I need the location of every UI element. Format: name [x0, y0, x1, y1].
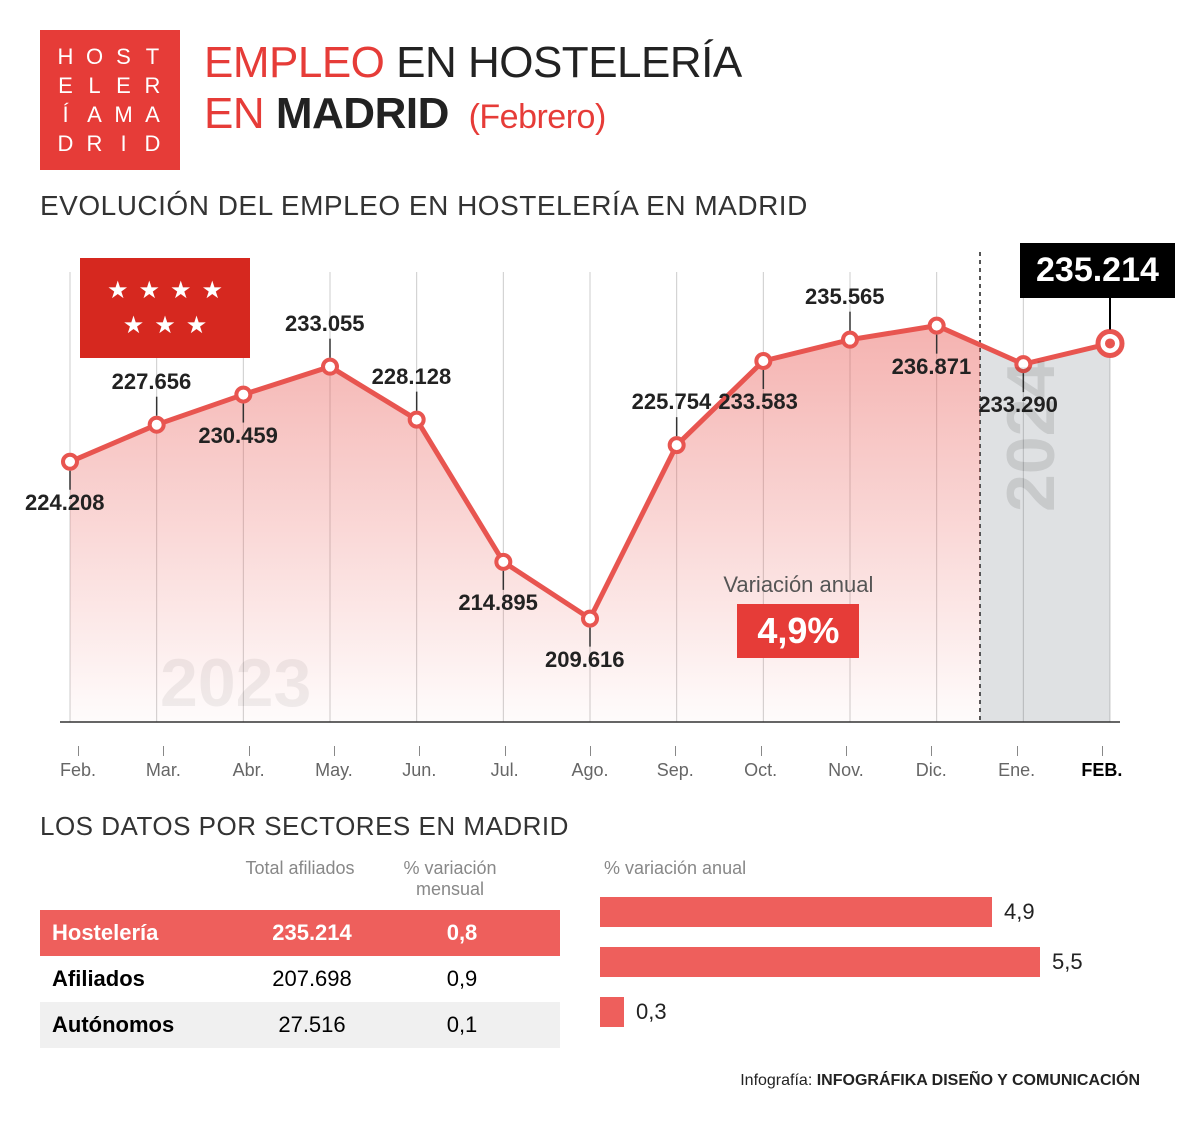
header: HOSTELERÍAMADRID EMPLEO EN HOSTELERÍA EN… [40, 30, 1140, 170]
title-word-4: MADRID [276, 89, 449, 138]
annual-bar [600, 947, 1040, 977]
data-point-label: 209.616 [545, 647, 625, 673]
sectors-table: Total afiliados % variación mensual Host… [40, 858, 560, 1048]
sector-name: Autónomos [52, 1012, 232, 1038]
credit-text: INFOGRÁFIKA DISEÑO Y COMUNICACIÓN [817, 1072, 1140, 1089]
annual-bar-row: 4,9 [600, 889, 1140, 935]
annual-bar [600, 897, 992, 927]
sector-row: Afiliados 207.698 0,9 [40, 956, 560, 1002]
data-point-label: 227.656 [112, 369, 192, 395]
annual-bar-value: 5,5 [1052, 949, 1083, 975]
highlight-value-box: 235.214 [1020, 243, 1175, 298]
data-point-label: 236.871 [892, 354, 972, 380]
col-monthly: % variación mensual [380, 858, 520, 900]
x-axis-months: Feb. Mar. Abr. May. Jun. Jul. Ago. Sep. Oct. Nov.… [40, 760, 1140, 781]
x-axis-month: Oct. [731, 760, 791, 781]
data-point-label: 233.055 [285, 311, 365, 337]
x-axis-month: Abr. [219, 760, 279, 781]
sector-row: Hostelería 235.214 0,8 [40, 910, 560, 956]
x-axis-month: Jun. [389, 760, 449, 781]
data-point-label: 225.754 [632, 389, 712, 415]
sector-monthly: 0,1 [392, 1012, 532, 1038]
sector-total: 27.516 [232, 1012, 392, 1038]
annual-bar-row: 5,5 [600, 939, 1140, 985]
credit-label: Infografía: [740, 1072, 817, 1089]
x-axis-month: Jul. [475, 760, 535, 781]
x-axis-month: FEB. [1072, 760, 1132, 781]
x-axis-month: Sep. [645, 760, 705, 781]
sector-total: 235.214 [232, 920, 392, 946]
sector-row: Autónomos 27.516 0,1 [40, 1002, 560, 1048]
x-axis-month: Ago. [560, 760, 620, 781]
title-word-3: EN [204, 89, 276, 138]
data-point-label: 214.895 [458, 590, 538, 616]
sector-monthly: 0,8 [392, 920, 532, 946]
variation-value: 4,9% [737, 604, 859, 658]
title-block: EMPLEO EN HOSTELERÍA EN MADRID (Febrero) [204, 30, 1140, 139]
annual-bar-value: 0,3 [636, 999, 667, 1025]
sectors-title: LOS DATOS POR SECTORES EN MADRID [40, 811, 1140, 842]
x-axis-month: Dic. [901, 760, 961, 781]
x-axis-month: Nov. [816, 760, 876, 781]
annual-bar-row: 0,3 [600, 989, 1140, 1035]
sector-name: Hostelería [52, 920, 232, 946]
x-axis-month: Mar. [133, 760, 193, 781]
chart-title: EVOLUCIÓN DEL EMPLEO EN HOSTELERÍA EN MA… [40, 190, 1140, 222]
col-annual: % variación anual [600, 858, 1140, 879]
madrid-flag-icon: ★★★★ ★★★ [80, 258, 250, 358]
sectors-bars: % variación anual 4,9 5,5 0,3 [600, 858, 1140, 1039]
title-word-1: EMPLEO [204, 38, 384, 87]
data-point-label: 233.290 [978, 392, 1058, 418]
data-point-label: 224.208 [25, 490, 105, 516]
data-point-label: 230.459 [198, 423, 278, 449]
line-chart: ★★★★ ★★★ 224.208227.656230.459233.055228… [40, 232, 1140, 752]
annual-bar-value: 4,9 [1004, 899, 1035, 925]
sector-name: Afiliados [52, 966, 232, 992]
sector-total: 207.698 [232, 966, 392, 992]
x-axis-month: Ene. [987, 760, 1047, 781]
brand-logo: HOSTELERÍAMADRID [40, 30, 180, 170]
data-point-label: 228.128 [372, 364, 452, 390]
data-point-label: 235.565 [805, 284, 885, 310]
sectors-table-head: Total afiliados % variación mensual [40, 858, 560, 900]
sector-monthly: 0,9 [392, 966, 532, 992]
x-axis-month: May. [304, 760, 364, 781]
title-word-2: EN HOSTELERÍA [384, 38, 741, 87]
sectors-section: Total afiliados % variación mensual Host… [40, 858, 1140, 1048]
col-total: Total afiliados [220, 858, 380, 900]
annual-bar [600, 997, 624, 1027]
variation-label: Variación anual [723, 572, 873, 598]
title-subtitle: (Febrero) [469, 98, 606, 136]
annual-variation-block: Variación anual 4,9% [723, 572, 873, 658]
data-point-label: 233.583 [718, 389, 798, 415]
x-axis-month: Feb. [48, 760, 108, 781]
credit-line: Infografía: INFOGRÁFIKA DISEÑO Y COMUNIC… [40, 1072, 1140, 1090]
